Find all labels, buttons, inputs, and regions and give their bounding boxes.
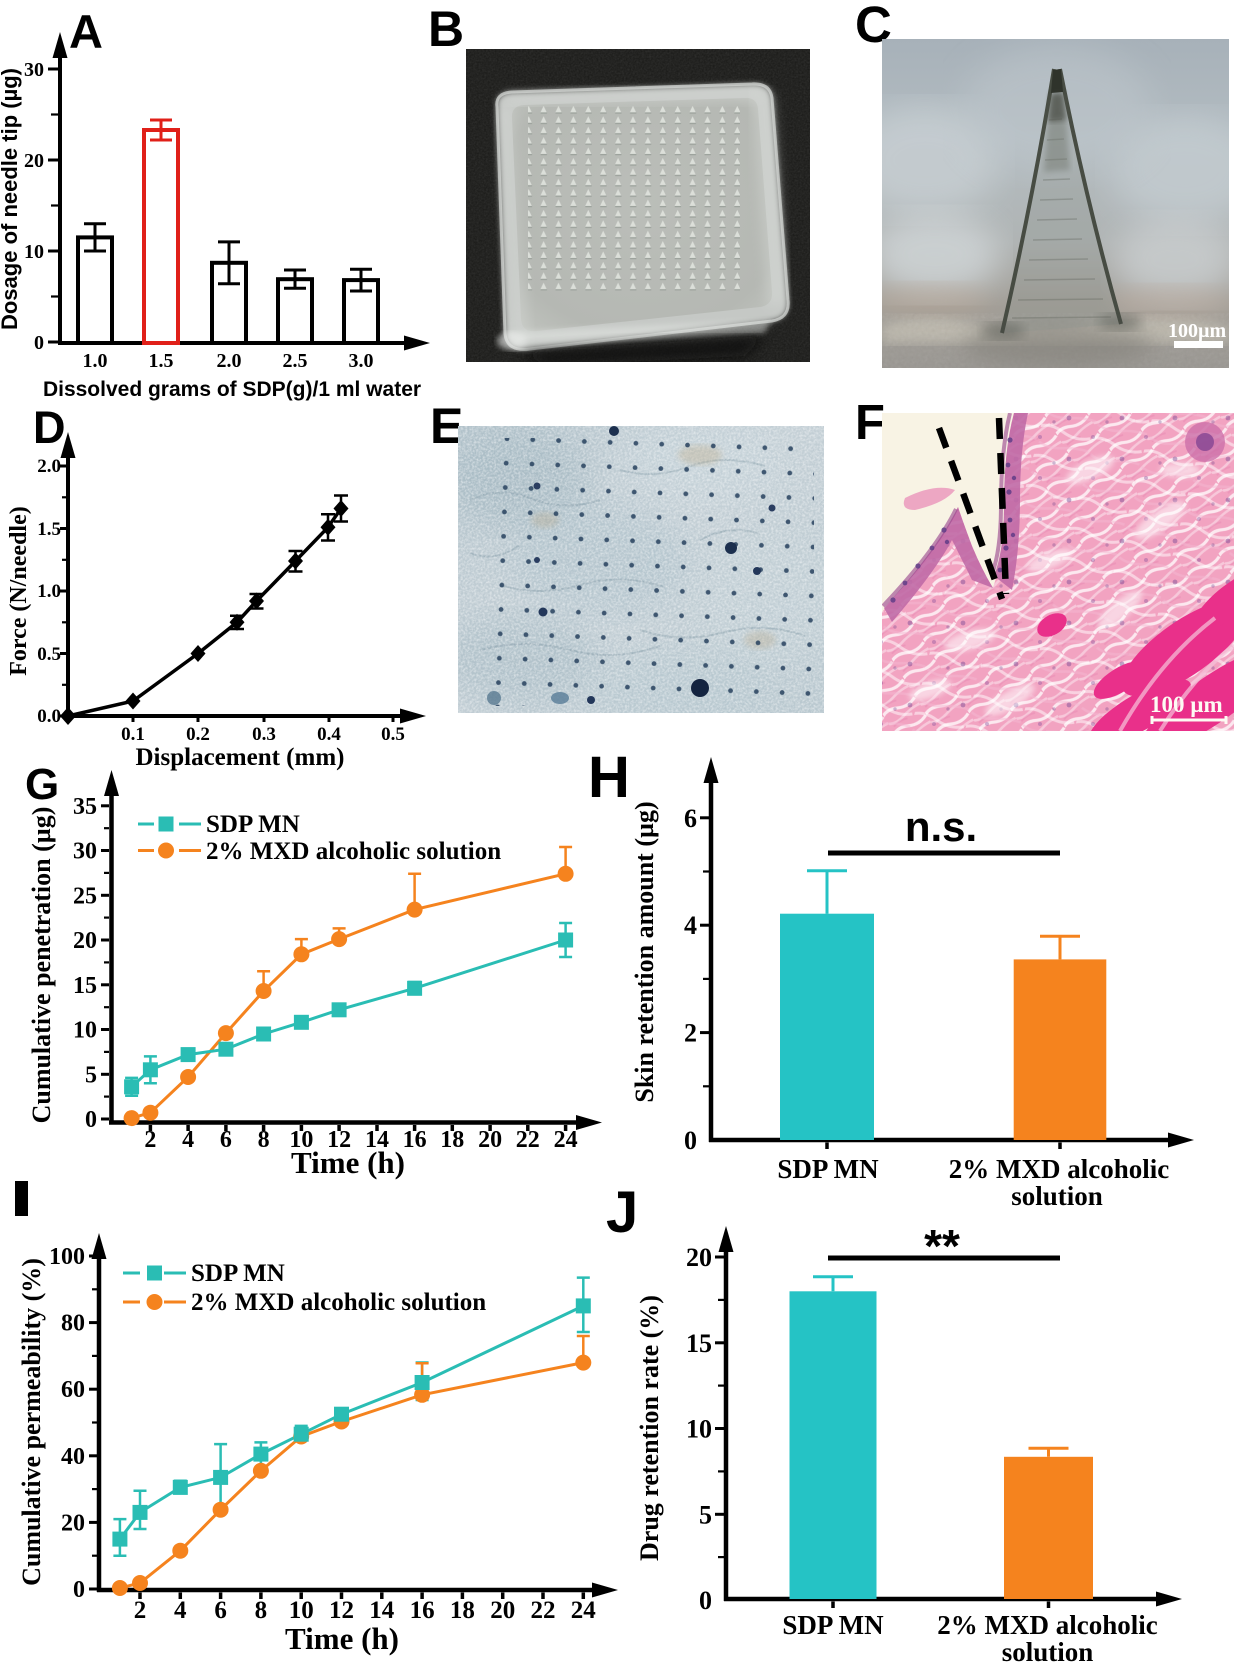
svg-text:18: 18	[440, 1127, 464, 1153]
svg-text:20: 20	[73, 928, 97, 954]
svg-text:F: F	[855, 396, 885, 450]
svg-text:2% MXD alcoholic solution: 2% MXD alcoholic solution	[191, 1289, 486, 1316]
svg-text:1.0: 1.0	[37, 581, 61, 602]
svg-text:80: 80	[61, 1311, 85, 1337]
svg-text:35: 35	[73, 794, 97, 820]
svg-text:**: **	[924, 1220, 960, 1272]
svg-text:4: 4	[174, 1597, 187, 1624]
svg-text:SDP MN: SDP MN	[777, 1154, 879, 1184]
svg-text:12: 12	[329, 1597, 354, 1624]
svg-text:1.5: 1.5	[149, 350, 174, 372]
svg-text:40: 40	[61, 1444, 85, 1470]
svg-text:Force (N/needle): Force (N/needle)	[6, 506, 32, 676]
svg-text:100: 100	[49, 1244, 85, 1270]
svg-text:0: 0	[34, 332, 44, 354]
svg-text:solution: solution	[1002, 1637, 1094, 1665]
svg-text:20: 20	[61, 1510, 85, 1536]
svg-text:100 µm: 100 µm	[1150, 692, 1223, 717]
svg-text:1.0: 1.0	[83, 350, 108, 372]
svg-text:15: 15	[686, 1329, 712, 1358]
svg-text:0: 0	[85, 1107, 97, 1133]
svg-text:8: 8	[255, 1597, 268, 1624]
svg-text:Dosage of needle tip (µg): Dosage of needle tip (µg)	[0, 68, 22, 330]
svg-text:16: 16	[410, 1597, 435, 1624]
svg-text:10: 10	[686, 1415, 712, 1444]
svg-text:2: 2	[144, 1127, 156, 1153]
svg-text:0: 0	[699, 1586, 712, 1615]
svg-text:SDP MN: SDP MN	[191, 1260, 285, 1287]
svg-text:A: A	[69, 5, 103, 58]
svg-text:6: 6	[684, 804, 697, 833]
svg-text:15: 15	[73, 973, 97, 999]
svg-text:0.4: 0.4	[317, 724, 341, 745]
svg-text:20: 20	[490, 1597, 515, 1624]
svg-text:Drug retention rate (%): Drug retention rate (%)	[635, 1295, 664, 1561]
svg-text:D: D	[33, 402, 66, 453]
svg-text:100µm: 100µm	[1168, 320, 1227, 342]
svg-text:0: 0	[684, 1126, 697, 1155]
svg-text:Dissolved grams of SDP(g)/1 ml: Dissolved grams of SDP(g)/1 ml water	[43, 378, 421, 401]
svg-text:E: E	[430, 398, 463, 454]
svg-text:30: 30	[73, 839, 97, 865]
svg-text:Cumulative permeability (%): Cumulative permeability (%)	[17, 1258, 46, 1586]
svg-text:2% MXD alcoholic: 2% MXD alcoholic	[937, 1610, 1157, 1640]
svg-text:J: J	[606, 1180, 638, 1245]
svg-text:3.0: 3.0	[349, 350, 374, 372]
svg-text:20: 20	[478, 1127, 502, 1153]
svg-text:n.s.: n.s.	[905, 803, 977, 850]
svg-text:SDP MN: SDP MN	[206, 811, 300, 838]
svg-text:B: B	[428, 1, 464, 57]
svg-text:22: 22	[531, 1597, 556, 1624]
svg-text:24: 24	[554, 1127, 578, 1153]
svg-text:6: 6	[214, 1597, 227, 1624]
svg-text:SDP MN: SDP MN	[782, 1610, 884, 1640]
svg-text:G: G	[25, 760, 59, 809]
svg-text:Skin retention amount (µg): Skin retention amount (µg)	[630, 801, 659, 1102]
svg-text:5: 5	[699, 1500, 712, 1529]
svg-text:30: 30	[24, 59, 44, 81]
svg-text:5: 5	[85, 1062, 97, 1088]
svg-text:8: 8	[258, 1127, 270, 1153]
svg-text:Time (h): Time (h)	[285, 1621, 399, 1656]
svg-text:25: 25	[73, 883, 97, 909]
svg-text:12: 12	[327, 1127, 351, 1153]
svg-text:H: H	[588, 745, 630, 810]
svg-text:2.0: 2.0	[37, 456, 61, 477]
svg-text:4: 4	[684, 911, 697, 940]
svg-text:2: 2	[134, 1597, 147, 1624]
svg-text:4: 4	[182, 1127, 194, 1153]
svg-text:0.2: 0.2	[186, 724, 210, 745]
svg-text:Cumulative penetration (µg): Cumulative penetration (µg)	[27, 807, 56, 1124]
svg-text:0.1: 0.1	[121, 724, 145, 745]
svg-text:6: 6	[220, 1127, 232, 1153]
svg-text:2% MXD alcoholic: 2% MXD alcoholic	[949, 1154, 1169, 1184]
svg-text:18: 18	[450, 1597, 475, 1624]
svg-text:14: 14	[365, 1127, 389, 1153]
svg-text:24: 24	[571, 1597, 597, 1624]
svg-text:Displacement (mm): Displacement (mm)	[136, 744, 345, 771]
svg-text:1.5: 1.5	[37, 519, 61, 540]
svg-text:0.3: 0.3	[252, 724, 276, 745]
svg-text:10: 10	[73, 1018, 97, 1044]
svg-text:16: 16	[403, 1127, 427, 1153]
svg-text:10: 10	[289, 1127, 313, 1153]
svg-text:20: 20	[686, 1243, 712, 1272]
svg-text:0.5: 0.5	[381, 724, 405, 745]
svg-text:2.5: 2.5	[283, 350, 308, 372]
svg-text:14: 14	[369, 1597, 395, 1624]
svg-text:60: 60	[61, 1377, 85, 1403]
svg-text:20: 20	[24, 150, 44, 172]
svg-text:10: 10	[24, 241, 44, 263]
svg-text:0.5: 0.5	[37, 644, 61, 665]
svg-text:0: 0	[73, 1577, 85, 1603]
svg-text:2.0: 2.0	[217, 350, 242, 372]
svg-text:Time (h): Time (h)	[291, 1145, 405, 1180]
svg-text:0.0: 0.0	[37, 706, 61, 727]
svg-text:22: 22	[516, 1127, 540, 1153]
svg-text:10: 10	[289, 1597, 314, 1624]
svg-text:solution: solution	[1011, 1181, 1103, 1211]
svg-text:2% MXD alcoholic solution: 2% MXD alcoholic solution	[206, 838, 501, 865]
svg-text:2: 2	[684, 1019, 697, 1048]
